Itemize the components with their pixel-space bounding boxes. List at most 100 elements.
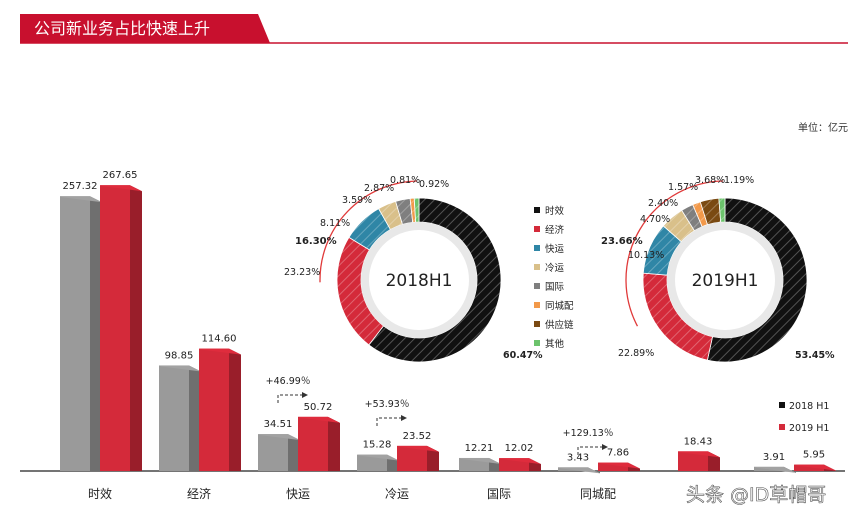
growth-arrow-head-2 — [602, 444, 608, 450]
value-label-2019-5: 7.86 — [607, 448, 629, 459]
value-label-2019-3: 23.52 — [403, 431, 432, 442]
donut-legend-label-6: 供应链 — [545, 319, 574, 331]
bar-2019-0-front — [100, 185, 130, 471]
donut-0-segment-hatch-0 — [368, 198, 501, 362]
growth-annotation-2: +129.13％ — [563, 428, 614, 455]
donut-1-pct-label-0: 53.45% — [795, 350, 835, 361]
value-label-2018-3: 15.28 — [363, 440, 392, 451]
unit-label: 单位：亿元 — [798, 121, 848, 134]
bar-2018-5 — [558, 467, 600, 474]
donut-legend-label-5: 同城配 — [545, 301, 574, 312]
bar-2019-1-side — [229, 348, 241, 471]
header: 公司新业务占比快速上升 — [20, 14, 848, 44]
value-label-2018-5: 3.43 — [567, 452, 589, 463]
donut-1-pct-label-5: 1.57% — [668, 182, 698, 193]
bar-2019-1 — [199, 348, 241, 471]
bar-2019-2 — [298, 416, 340, 471]
donut-0-center-label: 2018H1 — [386, 271, 453, 291]
category-label-2: 快运 — [286, 487, 310, 501]
donut-1-segment-7 — [718, 197, 726, 223]
growth-arrow-line-1 — [376, 417, 401, 426]
value-label-2018-4: 12.21 — [465, 443, 494, 454]
bar-2019-0-side — [130, 185, 142, 471]
donut-0-share-arc — [319, 180, 418, 283]
donut-legend-swatch-7 — [534, 340, 540, 346]
donut-0-pct-label-3: 3.59% — [342, 195, 372, 206]
bar-2019-5-front — [598, 462, 628, 471]
value-label-2019-1: 114.60 — [202, 334, 237, 345]
bar-2018-0 — [60, 196, 102, 471]
bar-2018-7 — [754, 466, 796, 473]
bar-2018-7-top — [754, 466, 796, 473]
donut-1-segment-hatch-7 — [718, 198, 725, 223]
category-label-1: 经济 — [187, 486, 211, 501]
donut-1-segment-hatch-5 — [692, 201, 708, 227]
bar-2019-1-top — [199, 348, 241, 355]
donut-0-pct-label-1: 23.23% — [284, 267, 320, 278]
growth-label-0: +46.99％ — [266, 376, 311, 387]
category-label-3: 冷运 — [385, 487, 409, 501]
bar-2019-4-top — [499, 458, 541, 465]
bar-legend-swatch-0 — [779, 402, 785, 408]
donut-0-segment-hatch-1 — [337, 237, 384, 345]
donut-1-pct-label-4: 2.40% — [648, 198, 678, 209]
bar-2019-0 — [100, 185, 142, 471]
bar-legend-swatch-1 — [779, 424, 785, 430]
bar-2019-5 — [598, 462, 640, 471]
donut-1-center-label: 2019H1 — [692, 271, 759, 291]
bar-2019-7-top — [794, 464, 836, 471]
watermark: 头条 @ID草帽哥 — [686, 484, 826, 506]
bar-2019-7-front — [794, 464, 824, 471]
value-label-2019-7: 5.95 — [803, 450, 825, 461]
donut-legend-label-2: 快运 — [545, 243, 565, 255]
growth-annotation-0: +46.99％ — [266, 376, 311, 403]
donut-1-pct-label-3: 4.70% — [640, 214, 670, 225]
donut-legend-swatch-4 — [534, 283, 540, 289]
bar-2018-1-side — [189, 365, 201, 471]
bar-2019-7 — [794, 464, 836, 471]
bar-2019-3-front — [397, 445, 427, 471]
donut-1-segment-hatch-3 — [663, 210, 695, 242]
bar-2018-1-top — [159, 365, 201, 372]
value-label-2018-0: 257.32 — [63, 181, 98, 192]
donut-1: 2019H1 23.66% — [601, 180, 808, 363]
bar-2018-2-side — [288, 434, 300, 471]
donut-legend-swatch-1 — [534, 226, 540, 232]
donut-0-segment-hatch-4 — [395, 198, 413, 225]
bar-2019-3-side — [427, 445, 439, 471]
bar-2018-5-top — [558, 467, 600, 474]
value-label-2019-0: 267.65 — [103, 170, 138, 181]
donut-0-segment-hatch-2 — [348, 208, 391, 250]
bar-2018-4-top — [459, 457, 501, 464]
donut-1-hole — [675, 230, 775, 330]
donut-1-segment-hatch-2 — [643, 225, 682, 276]
donut-0-share-label: 16.30% — [295, 236, 337, 247]
value-label-2019-4: 12.02 — [505, 443, 534, 454]
donut-1-pct-label-6: 3.68% — [695, 175, 725, 186]
value-label-2019-2: 50.72 — [304, 402, 333, 413]
donut-legend-label-3: 冷运 — [545, 262, 565, 274]
growth-label-2: +129.13％ — [563, 428, 614, 439]
donut-1-segment-hatch-4 — [681, 204, 703, 231]
bar-2019-6-front — [678, 451, 708, 471]
bar-2019-3-top — [397, 445, 439, 452]
growth-arrow-line-0 — [277, 394, 302, 403]
donut-0-pct-label-0: 60.47% — [503, 350, 543, 361]
bar-legend: 2018 H1 2019 H1 — [779, 401, 829, 434]
donut-charts: 2018H1 16.30% 2019H1 23.66% 60.47% 23.23% 8.11… — [284, 175, 835, 363]
bar-2018-2-front — [258, 434, 288, 471]
bar-2019-3 — [397, 445, 439, 471]
donut-1-share-arc — [625, 180, 724, 327]
bar-2018-0-top — [60, 196, 102, 203]
value-label-2018-1: 98.85 — [165, 350, 194, 361]
bar-2018-0-side — [90, 196, 102, 471]
bar-legend-label-0: 2018 H1 — [789, 401, 829, 412]
growth-label-1: +53.93％ — [365, 399, 410, 410]
donut-legend-swatch-6 — [534, 321, 540, 327]
donut-legend-swatch-3 — [534, 264, 540, 270]
bar-2019-6 — [678, 451, 720, 471]
donut-0: 2018H1 16.30% — [295, 180, 502, 363]
category-label-5: 同城配 — [580, 487, 616, 501]
bar-2019-0-top — [100, 185, 142, 192]
donut-0-pct-label-7: 0.92% — [419, 179, 449, 190]
